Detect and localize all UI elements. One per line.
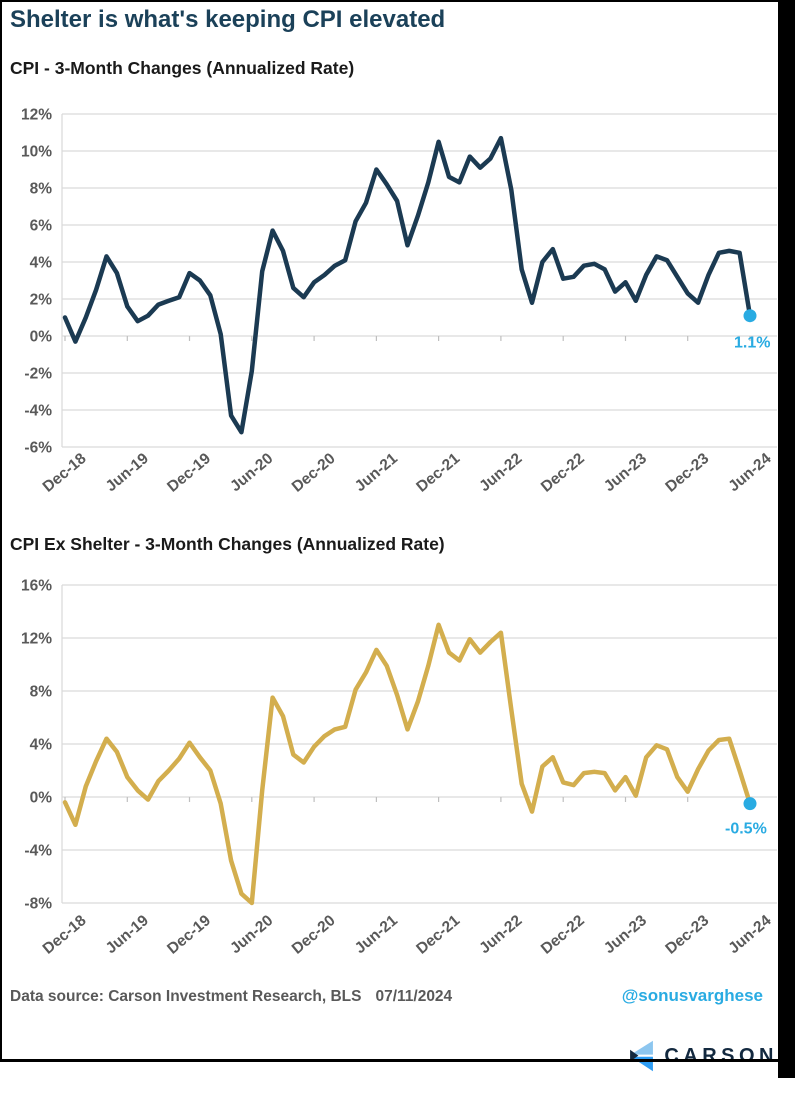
x-axis-label: Dec-19: [164, 450, 214, 496]
y-axis-label: 4%: [30, 737, 53, 754]
twitter-handle: @sonusvarghese: [621, 986, 763, 1005]
y-axis-label: 0%: [30, 790, 53, 807]
x-axis-label: Jun-20: [227, 450, 276, 495]
y-axis-label: 0%: [30, 329, 53, 346]
cpi-chart-title: CPI - 3-Month Changes (Annualized Rate): [10, 58, 355, 78]
y-axis-label: 12%: [21, 631, 52, 648]
y-axis-label: -4%: [24, 403, 52, 420]
x-axis-label: Dec-19: [164, 912, 214, 958]
carson-logo-icon: [630, 1040, 653, 1072]
y-axis-label: -8%: [24, 896, 52, 913]
cpi-line-chart: 12% 10% 8% 6% 4% 2% 0% -2% -4% -6%Dec-18 Jun-19 Dec…: [21, 107, 777, 496]
x-axis-label: Jun-23: [601, 450, 650, 495]
x-axis-label: Jun-20: [227, 912, 276, 957]
latest-point-marker: [743, 309, 757, 323]
x-axis-label: Jun-21: [352, 450, 401, 495]
x-axis-label: Dec-23: [662, 912, 712, 958]
y-axis-label: 8%: [30, 684, 53, 701]
x-axis-label: Dec-22: [538, 450, 588, 496]
data-line: [62, 135, 753, 435]
page-title: Shelter is what's keeping CPI elevated: [10, 6, 446, 33]
y-axis-label: -6%: [24, 440, 52, 457]
y-axis-label: -4%: [24, 843, 52, 860]
latest-value-label: 1.1%: [734, 335, 770, 352]
frame-border-bottom: [0, 1059, 795, 1062]
data-line: [62, 622, 753, 906]
x-axis-label: Jun-22: [476, 450, 525, 495]
x-axis-label: Dec-21: [413, 912, 463, 958]
cpi-ex-shelter-chart-title: CPI Ex Shelter - 3-Month Changes (Annual…: [10, 534, 445, 554]
x-axis-label: Jun-21: [352, 912, 401, 957]
frame-bar-right: [778, 0, 795, 1078]
latest-value-label: -0.5%: [725, 821, 767, 838]
carson-logo-text: CARSON: [664, 1044, 778, 1067]
x-axis-label: Jun-22: [476, 912, 525, 957]
y-axis-label: 4%: [30, 255, 53, 272]
x-axis-label: Dec-20: [289, 450, 339, 496]
y-axis-label: 2%: [30, 292, 53, 309]
x-axis-label: Jun-19: [103, 450, 152, 495]
frame-border-left: [0, 0, 2, 1062]
y-axis-label: 8%: [30, 181, 53, 198]
y-axis-label: 6%: [30, 218, 53, 235]
chart-date: 07/11/2024: [375, 988, 453, 1005]
logo-triangle-navy: [630, 1049, 639, 1062]
data-source-note: Data source: Carson Investment Research,…: [10, 988, 452, 1006]
x-axis-label: Jun-24: [725, 450, 774, 495]
x-axis-label: Jun-24: [725, 912, 774, 957]
x-axis-label: Dec-20: [289, 912, 339, 958]
x-axis-label: Dec-18: [40, 450, 90, 496]
x-axis-label: Dec-21: [413, 450, 463, 496]
carson-logo: CARSON: [628, 1034, 778, 1078]
cpi-ex-shelter-line-chart: 16% 12% 8% 4% 0% -4% -8%Dec-18 Jun-19 Dec-19 Jun-…: [21, 578, 777, 958]
latest-point-marker: [743, 797, 757, 811]
x-axis-label: Dec-22: [538, 912, 588, 958]
x-axis-label: Dec-18: [40, 912, 90, 958]
frame-border-top: [0, 0, 795, 2]
y-axis-label: 12%: [21, 107, 52, 124]
x-axis-label: Jun-19: [103, 912, 152, 957]
x-axis-label: Jun-23: [601, 912, 650, 957]
data-source-text: Data source: Carson Investment Research,…: [10, 988, 362, 1005]
y-axis-label: -2%: [24, 366, 52, 383]
y-axis-label: 16%: [21, 578, 52, 595]
y-axis-label: 10%: [21, 144, 52, 161]
logo-triangle-light: [630, 1040, 653, 1055]
x-axis-label: Dec-23: [662, 450, 712, 496]
